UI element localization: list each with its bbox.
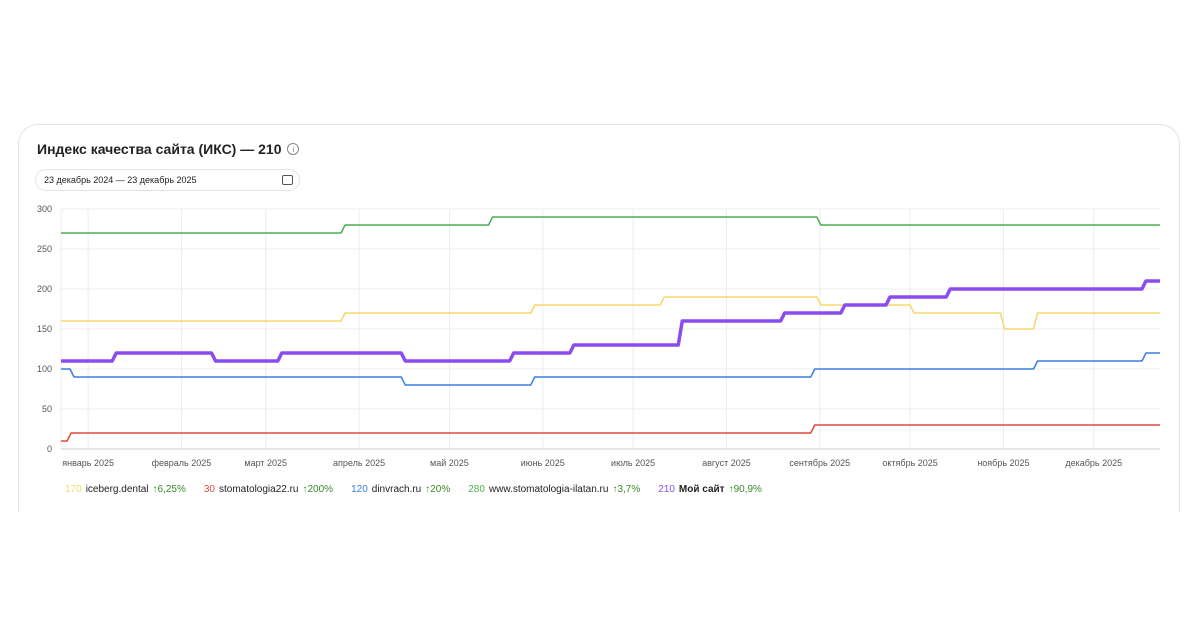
x-tick-label: ноябрь 2025 [977, 458, 1029, 468]
legend-value: 170 [65, 484, 82, 495]
chart-title-text: Индекс качества сайта (ИКС) — 210 [37, 141, 282, 157]
legend-item[interactable]: 120 dinvrach.ru ↑20% [351, 484, 450, 495]
legend-name: Мой сайт [678, 484, 725, 495]
x-tick-label: август 2025 [702, 458, 751, 468]
y-tick-label: 50 [42, 404, 52, 414]
legend-value: 210 [658, 484, 675, 495]
chart-card [18, 124, 1180, 546]
legend-name: dinvrach.ru [371, 484, 422, 495]
info-icon[interactable]: i [287, 143, 300, 155]
y-tick-label: 250 [37, 244, 52, 254]
x-tick-label: июль 2025 [611, 458, 655, 468]
y-tick-label: 200 [37, 284, 52, 294]
legend-item[interactable]: 280 www.stomatologia-ilatan.ru ↑3,7% [468, 484, 640, 495]
legend-change: ↑20% [425, 484, 451, 495]
legend-item[interactable]: 30 stomatologia22.ru ↑200% [204, 484, 333, 495]
x-tick-label: февраль 2025 [152, 458, 212, 468]
date-range-picker[interactable]: 23 декабрь 2024 — 23 декабрь 2025 [35, 169, 300, 191]
series-line-Мой сайт [61, 279, 1160, 363]
x-tick-label: январь 2025 [62, 458, 114, 468]
x-tick-label: март 2025 [244, 458, 287, 468]
legend-change: ↑200% [302, 484, 334, 495]
legend-item[interactable]: 210 Мой сайт ↑90,9% [658, 484, 762, 495]
series-line-www.stomatologia-ilatan.ru [61, 216, 1160, 234]
legend-item[interactable]: 170 iceberg.dental ↑6,25% [65, 484, 186, 495]
x-tick-label: сентябрь 2025 [789, 458, 850, 468]
series-line-dinvrach.ru [61, 352, 1160, 386]
legend-change: ↑3,7% [612, 484, 641, 495]
series-line-stomatologia22.ru [61, 424, 1160, 442]
calendar-icon[interactable] [282, 175, 293, 185]
legend-change: ↑6,25% [152, 484, 186, 495]
legend: 170 iceberg.dental ↑6,25% 30 stomatologia22.… [65, 484, 762, 495]
legend-value: 30 [203, 484, 215, 495]
legend-value: 280 [468, 484, 485, 495]
legend-change: ↑90,9% [728, 484, 762, 495]
chart-title: Индекс качества сайта (ИКС) — 210 i [37, 141, 300, 157]
legend-name: www.stomatologia-ilatan.ru [488, 484, 609, 495]
y-tick-label: 150 [37, 324, 52, 334]
x-tick-label: декабрь 2025 [1065, 458, 1122, 468]
iks-chart: 0 50 100 150 200 250 300 январь 2025 февраль 202… [37, 204, 1160, 468]
legend-name: stomatologia22.ru [219, 484, 299, 495]
y-tick-label: 100 [37, 364, 52, 374]
date-range-text: 23 декабрь 2024 — 23 декабрь 2025 [44, 175, 197, 185]
x-tick-label: июнь 2025 [521, 458, 565, 468]
legend-value: 120 [351, 484, 368, 495]
legend-name: iceberg.dental [85, 484, 149, 495]
y-tick-label: 0 [47, 444, 52, 454]
x-tick-label: май 2025 [430, 458, 469, 468]
y-tick-label: 300 [37, 204, 52, 214]
series-line-iceberg.dental [61, 296, 1160, 330]
page-background [0, 512, 1200, 630]
x-tick-label: апрель 2025 [333, 458, 385, 468]
x-tick-label: октябрь 2025 [882, 458, 937, 468]
